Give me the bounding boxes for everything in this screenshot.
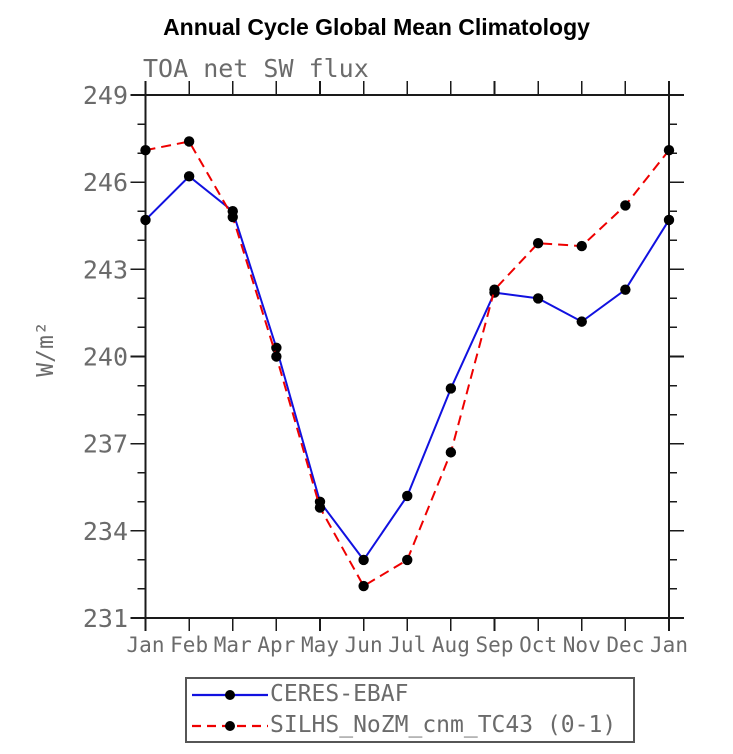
data-point <box>183 136 195 147</box>
data-point <box>576 240 587 252</box>
y-axis-tick-labels: 231 234 237 240 243 246 249 <box>83 81 128 633</box>
x-tick-label: Jul <box>388 633 426 657</box>
data-point <box>358 580 369 592</box>
x-tick-label: Sep <box>476 633 514 657</box>
x-tick-label: Dec <box>606 633 644 657</box>
data-point <box>271 351 282 362</box>
data-point <box>402 490 413 502</box>
data-point <box>663 145 675 156</box>
data-point <box>271 342 282 353</box>
x-tick-label: Jan <box>127 633 165 657</box>
data-point <box>227 211 238 223</box>
data-point <box>489 284 500 295</box>
data-point <box>532 237 544 249</box>
data-point <box>576 316 587 327</box>
x-tick-label: Aug <box>432 633 470 657</box>
chart-title: Annual Cycle Global Mean Climatology <box>163 14 590 40</box>
series-silhs <box>140 136 675 592</box>
series-ceres-ebaf <box>140 171 675 566</box>
data-point <box>532 293 544 304</box>
data-point <box>620 200 631 211</box>
chart-subtitle: TOA net SW flux <box>143 54 369 83</box>
legend-label-ceres: CERES-EBAF <box>270 681 409 707</box>
legend-item-silhs: SILHS_NoZM_cnm_TC43 (0-1) <box>190 710 633 741</box>
y-tick-label: 246 <box>83 168 128 197</box>
data-point <box>620 284 631 295</box>
x-tick-label: May <box>301 633 339 657</box>
y-tick-label: 249 <box>83 81 128 110</box>
x-tick-label: Feb <box>170 633 208 657</box>
x-axis-tick-labels: Jan Feb Mar Apr May Jun Jul Aug Sep Oct Nov Dec Jan <box>127 633 688 657</box>
x-tick-label: Jan <box>650 633 688 657</box>
y-tick-label: 243 <box>83 255 128 284</box>
y-tick-label: 237 <box>83 430 128 459</box>
legend-label-silhs: SILHS_NoZM_cnm_TC43 (0-1) <box>270 712 617 738</box>
legend-line-sample-solid <box>192 689 268 700</box>
data-point <box>140 145 151 156</box>
x-tick-label: Oct <box>519 633 557 657</box>
x-tick-label: Mar <box>214 633 252 657</box>
y-tick-label: 231 <box>83 604 128 633</box>
x-tick-label: Jun <box>345 633 383 657</box>
legend-line-sample-dashed <box>192 720 268 731</box>
data-point <box>445 447 457 458</box>
x-tick-label: Apr <box>257 633 295 657</box>
data-point <box>183 171 195 182</box>
legend-box: CERES-EBAF SILHS_NoZM_cnm_TC43 (0-1) <box>185 677 635 743</box>
legend-marker-dot <box>225 720 235 731</box>
data-point <box>140 214 151 226</box>
data-point <box>358 554 369 566</box>
legend-item-ceres: CERES-EBAF <box>190 679 633 710</box>
data-point <box>402 554 413 566</box>
data-point <box>663 214 675 226</box>
x-tick-label: Nov <box>563 633 601 657</box>
data-point <box>314 502 326 513</box>
series-line <box>144 175 670 562</box>
axes <box>130 81 684 631</box>
y-tick-label: 234 <box>83 517 128 546</box>
series-line <box>145 140 670 588</box>
data-point <box>445 383 457 394</box>
legend-marker-dot <box>225 689 235 700</box>
y-tick-label: 240 <box>83 343 128 372</box>
